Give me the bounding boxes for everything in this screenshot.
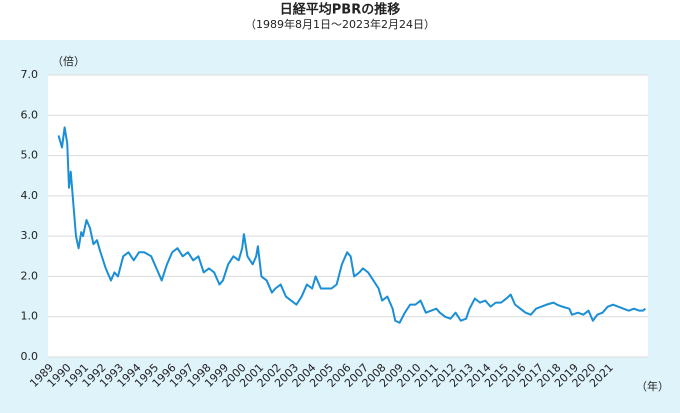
- y-tick-label: 7.0: [21, 68, 39, 81]
- data-line: [57, 126, 646, 324]
- plot-area: [48, 75, 648, 357]
- chart-subtitle: （1989年8月1日～2023年2月24日）: [245, 17, 435, 31]
- y-tick-label: 0.0: [21, 350, 39, 363]
- y-tick-label: 2.0: [21, 269, 39, 282]
- y-tick-label: 6.0: [21, 108, 39, 121]
- x-axis-label: （年）: [636, 379, 669, 393]
- y-tick-label: 1.0: [21, 310, 39, 323]
- y-tick-label: 4.0: [21, 189, 39, 202]
- y-axis-label: （倍）: [52, 54, 85, 68]
- y-tick-label: 5.0: [21, 149, 39, 162]
- y-tick-label: 3.0: [21, 229, 39, 242]
- chart-title: 日経平均PBRの推移: [280, 2, 400, 18]
